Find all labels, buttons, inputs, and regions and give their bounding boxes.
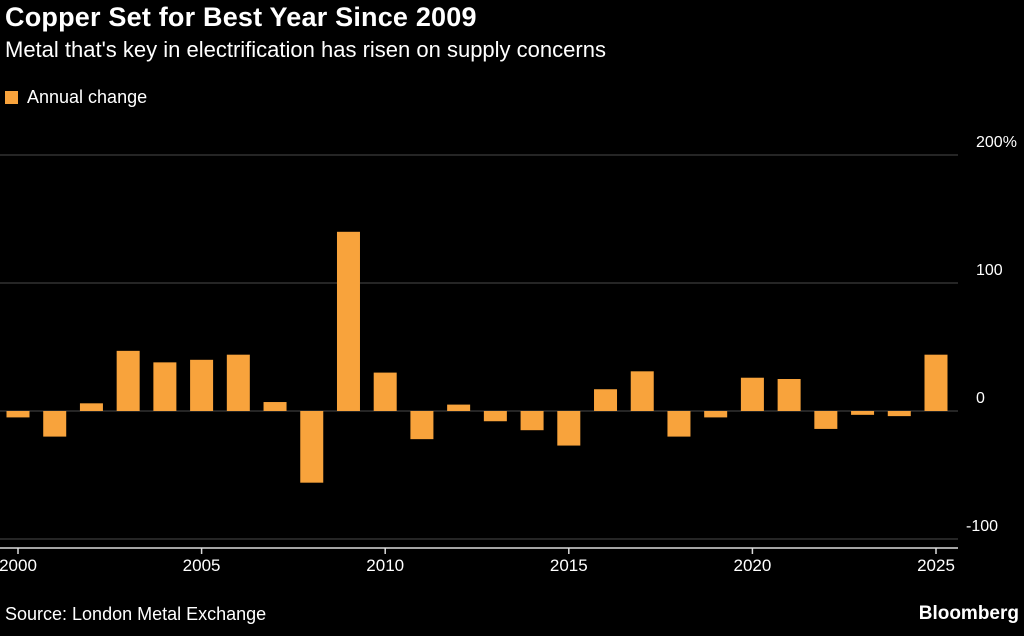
bar-2000 <box>6 411 30 418</box>
chart-title: Copper Set for Best Year Since 2009 <box>5 2 477 32</box>
bar-2012 <box>447 404 471 411</box>
bar-2003 <box>116 350 140 411</box>
bar-2024 <box>887 411 911 417</box>
bar-2021 <box>777 379 801 411</box>
bar-2005 <box>190 359 214 411</box>
bar-2006 <box>226 354 250 411</box>
bar-2020 <box>740 377 764 411</box>
x-axis-label: 2005 <box>183 556 221 575</box>
x-axis-label: 2010 <box>366 556 404 575</box>
bar-2002 <box>79 403 103 411</box>
x-axis-label: 2015 <box>550 556 588 575</box>
bar-2007 <box>263 402 287 411</box>
source-note: Source: London Metal Exchange <box>5 604 267 624</box>
bar-2011 <box>410 411 434 440</box>
legend-label: Annual change <box>27 87 148 107</box>
bar-2009 <box>336 231 360 411</box>
y-axis-label: -100 <box>966 518 998 535</box>
y-axis-label: 100 <box>976 262 1003 279</box>
bar-2013 <box>483 411 507 422</box>
legend: Annual change <box>5 87 147 108</box>
x-axis-label: 2000 <box>0 556 37 575</box>
chart-subtitle: Metal that's key in electrification has … <box>5 37 606 62</box>
bar-2019 <box>704 411 728 418</box>
bar-2016 <box>594 389 618 411</box>
bar-2001 <box>43 411 67 437</box>
bar-2018 <box>667 411 691 437</box>
bar-2008 <box>300 411 324 483</box>
bar-2015 <box>557 411 581 446</box>
x-axis-label: 2020 <box>733 556 771 575</box>
bar-2010 <box>373 372 397 411</box>
bar-2014 <box>520 411 544 431</box>
y-axis-label: 200% <box>976 134 1017 151</box>
x-axis-label: 2025 <box>917 556 955 575</box>
bar-2022 <box>814 411 838 429</box>
bar-2025 <box>924 354 948 411</box>
legend-swatch-icon <box>5 91 18 104</box>
bar-2004 <box>153 362 177 411</box>
bar-2017 <box>630 371 654 411</box>
y-axis-label: 0 <box>976 390 985 407</box>
bar-2023 <box>851 411 875 415</box>
bloomberg-logo: Bloomberg <box>918 603 1019 624</box>
